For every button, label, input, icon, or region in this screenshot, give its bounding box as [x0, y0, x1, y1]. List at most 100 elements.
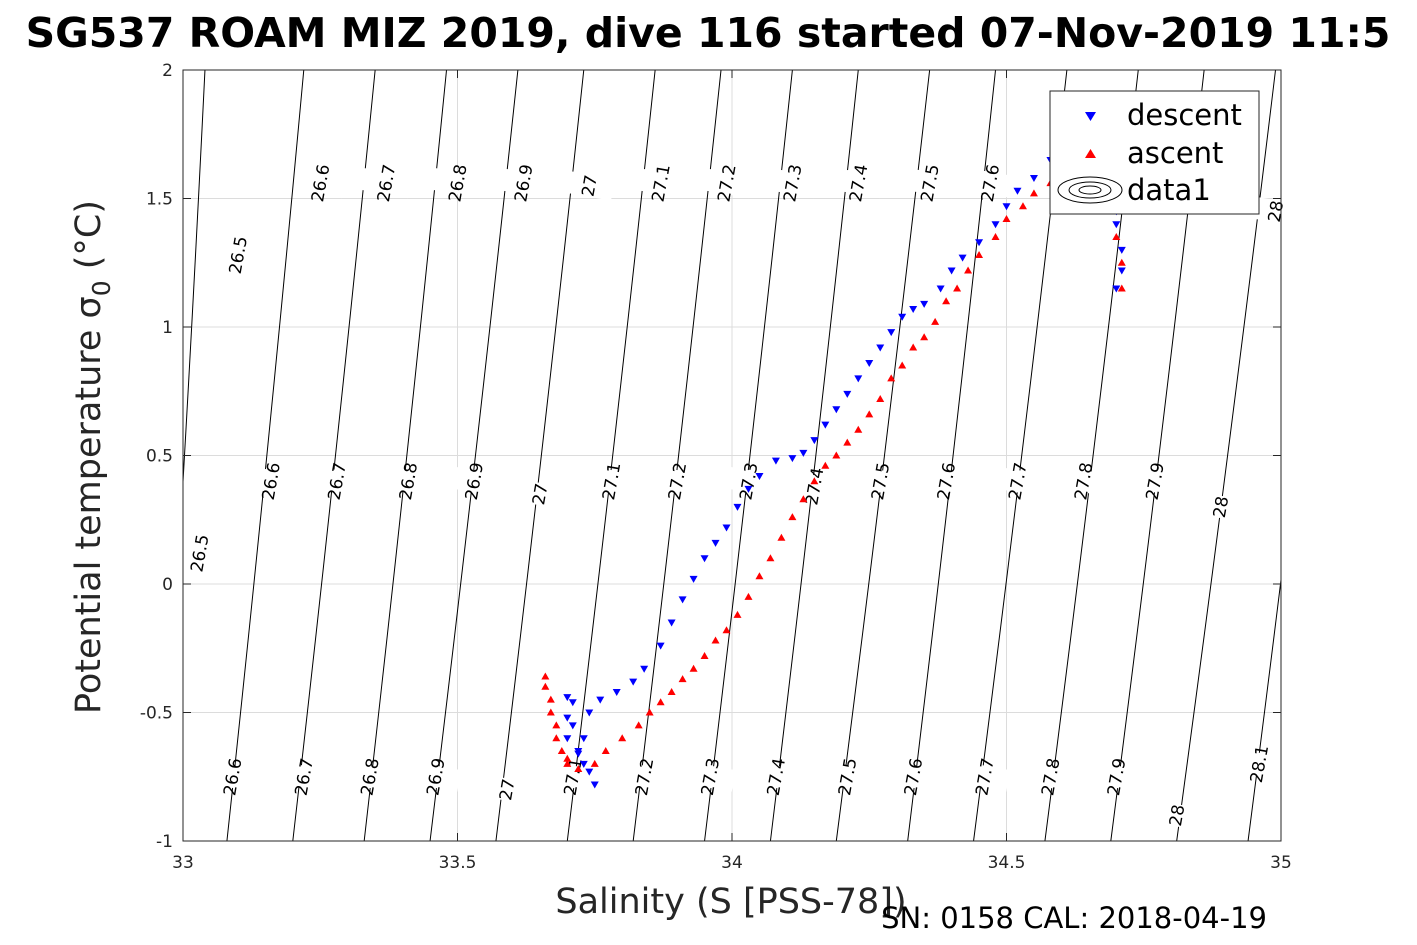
- descent-point: [865, 359, 874, 367]
- y-axis-label-unit: (°C): [69, 200, 109, 280]
- contour-labels: 26.526.6 26.7 26.8 26.9 27 27.1 27.2 27.3 27.4 27…: [173, 163, 1302, 831]
- descent-point: [799, 449, 808, 457]
- y-axis-label-subscript: 0: [87, 280, 116, 296]
- legend-data1-label: data1: [1127, 173, 1211, 207]
- descent-point: [711, 539, 720, 547]
- contour-label-bg: [311, 466, 363, 497]
- descent-point: [936, 285, 945, 293]
- contour-label-bg: [481, 774, 533, 805]
- descent-point: [689, 575, 698, 583]
- legend: descent ascent data1: [1049, 90, 1260, 215]
- ascent-point: [832, 451, 841, 459]
- descent-point: [563, 735, 572, 743]
- ascent-point: [546, 695, 555, 703]
- contour-label-bg: [1129, 466, 1181, 497]
- descent-point: [744, 485, 753, 493]
- descent-point: [832, 406, 841, 414]
- x-axis-ticks: 33 33.5 34 34.5 35: [172, 70, 1292, 873]
- contour-label-bg: [1233, 748, 1285, 779]
- ascent-point: [689, 664, 698, 672]
- ascent-point: [964, 266, 973, 274]
- y-tick-label: 1.5: [146, 190, 173, 210]
- contour-label-bg: [206, 761, 258, 792]
- contour-label: 28: [1210, 495, 1233, 520]
- ascent-point: [744, 592, 753, 600]
- ascent-point: [1112, 233, 1121, 241]
- contour-label-bg: [294, 168, 346, 199]
- descent-point: [887, 329, 896, 337]
- ascent-point: [574, 765, 583, 773]
- contour-label-bg: [245, 466, 297, 497]
- ascent-point: [920, 333, 929, 341]
- descent-point: [629, 678, 638, 686]
- contour-label-bg: [766, 168, 818, 199]
- ascent-point: [810, 477, 819, 485]
- ascent-point: [1002, 215, 1011, 223]
- ascent-point: [590, 759, 599, 767]
- contour-label-bg: [1249, 196, 1302, 227]
- contour-label-bg: [1057, 466, 1109, 497]
- contour-label-bg: [563, 170, 615, 201]
- ascent-point: [942, 297, 951, 305]
- ascent-point: [1117, 258, 1126, 266]
- contour-label-bg: [1024, 761, 1076, 792]
- x-tick-label: 33: [172, 853, 194, 873]
- contour-label-bg: [409, 761, 462, 792]
- ascent-point: [887, 374, 896, 382]
- descent-point: [579, 735, 588, 743]
- contour-label: 28: [1166, 803, 1189, 828]
- contour-label-bg: [821, 761, 873, 792]
- contour-line-28.1: [1247, 575, 1281, 841]
- descent-point: [733, 503, 742, 511]
- descent-point: [678, 596, 687, 604]
- descent-point: [656, 642, 665, 650]
- ascent-point: [755, 572, 764, 580]
- descent-point: [854, 375, 863, 383]
- x-tick-label: 34.5: [988, 853, 1026, 873]
- descent-point: [909, 306, 918, 314]
- legend-ascent-marker: [1085, 149, 1096, 158]
- descent-point: [1029, 174, 1038, 182]
- descent-point: [585, 709, 594, 717]
- descent-point: [810, 437, 819, 445]
- contour-label-bg: [854, 466, 906, 497]
- contour-label-bg: [431, 168, 484, 199]
- descent-point: [1117, 267, 1126, 275]
- x-tick-label: 33.5: [439, 853, 477, 873]
- descent-point: [920, 300, 929, 308]
- ascent-point: [601, 747, 610, 755]
- y-tick-label: 0: [162, 575, 173, 595]
- contour-label-bg: [1090, 761, 1142, 792]
- descent-point: [1112, 221, 1121, 229]
- contour-label-bg: [278, 761, 330, 792]
- contour-label: 27: [496, 777, 519, 802]
- contour-label-bg: [887, 761, 939, 792]
- descent-point: [821, 421, 830, 429]
- descent-point: [563, 714, 572, 722]
- ascent-point: [766, 554, 775, 562]
- ascent-point: [700, 651, 709, 659]
- legend-descent-marker: [1085, 112, 1096, 121]
- descent-point: [563, 694, 572, 702]
- contour-label-bg: [635, 168, 687, 199]
- contour-label-bg: [1195, 491, 1247, 522]
- descent-point: [788, 455, 797, 463]
- descent-point: [876, 344, 885, 352]
- ascent-point: [546, 708, 555, 716]
- ascent-point: [678, 675, 687, 683]
- chart-title: SG537 ROAM MIZ 2019, dive 116 started 07…: [26, 9, 1391, 57]
- ascent-point: [991, 233, 1000, 241]
- ascent-point: [1117, 284, 1126, 292]
- ascent-point: [541, 682, 550, 690]
- ascent-point: [975, 251, 984, 259]
- descent-point: [1112, 285, 1121, 293]
- descent-point: [700, 555, 709, 563]
- contour-label-bg: [618, 761, 670, 792]
- legend-data1-marker: [1057, 176, 1123, 204]
- contour-label-bg: [920, 466, 972, 497]
- ascent-point: [876, 394, 885, 402]
- ascent-point: [931, 317, 940, 325]
- contour-label-bg: [832, 168, 884, 199]
- descent-point: [596, 696, 605, 704]
- descent-point: [843, 390, 852, 398]
